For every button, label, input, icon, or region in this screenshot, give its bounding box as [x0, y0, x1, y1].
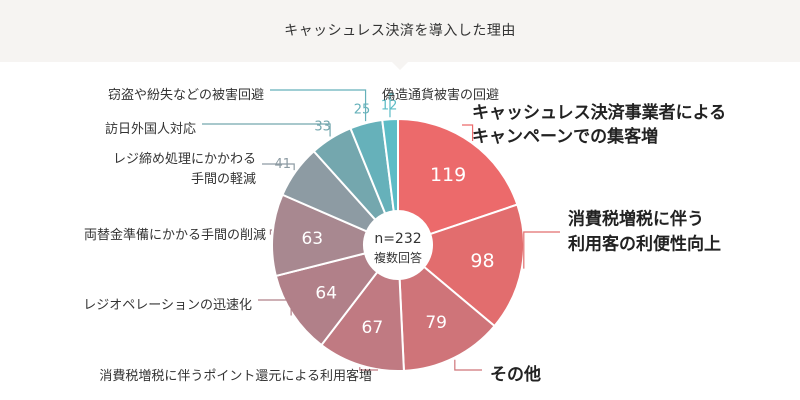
header-notch — [392, 62, 408, 70]
slice-label-8: 訪日外国人対応 — [105, 121, 196, 137]
leader-line-9 — [270, 89, 367, 122]
leader-lines — [202, 89, 560, 371]
slice-label-10: 偽造通貨被害の回避 — [382, 87, 499, 103]
value-label-8: 33 — [314, 120, 331, 135]
center-subtitle: 複数回答 — [374, 250, 422, 265]
pie-slice-10 — [381, 117, 399, 213]
value-label-3: 79 — [425, 313, 447, 333]
value-label-9: 25 — [354, 103, 371, 118]
slice-label-7: レジ締め処理にかかわる手間の軽減 — [113, 151, 256, 187]
value-label-1: 119 — [430, 164, 466, 186]
chart-title: キャッシュレス決済を導入した理由 — [284, 23, 516, 39]
pie-slice-4 — [320, 270, 405, 372]
leader-line-10 — [389, 93, 394, 118]
slice-label-3: その他 — [490, 364, 541, 385]
leader-line-6 — [269, 229, 272, 235]
leader-line-8 — [202, 123, 331, 137]
slice-labels: キャッシュレス決済事業者によるキャンペーンでの集客増消費税増税に伴う利用客の利便… — [83, 87, 726, 385]
value-label-2: 98 — [470, 250, 494, 272]
slice-label-5: レジオペレーションの迅速化 — [83, 298, 252, 313]
center-sample-size: n=232 — [374, 231, 421, 247]
value-label-10: 12 — [381, 98, 398, 113]
donut-slices — [271, 117, 525, 372]
leader-line-5 — [258, 299, 292, 316]
leader-line-4 — [359, 367, 378, 371]
slice-label-2: 消費税増税に伴う利用客の利便性向上 — [568, 209, 721, 255]
slice-label-6: 両替金準備にかかる手間の削減 — [84, 227, 266, 243]
slice-label-9: 窃盗や紛失などの被害回避 — [108, 87, 264, 103]
leader-line-7 — [262, 163, 295, 171]
value-label-6: 63 — [301, 229, 323, 249]
slice-label-4: 消費税増税に伴うポイント還元による利用客増 — [99, 368, 372, 384]
pie-slice-3 — [398, 265, 496, 372]
value-label-5: 64 — [315, 283, 337, 303]
value-labels: 119 98 79 67 64 63 41 33 25 12 — [275, 98, 495, 338]
slice-label-1: キャッシュレス決済事業者によるキャンペーンでの集客増 — [472, 102, 726, 147]
pie-slice-5 — [274, 252, 379, 347]
leader-line-1 — [462, 124, 474, 141]
pie-slice-1 — [397, 117, 519, 236]
leader-line-2 — [523, 231, 560, 269]
value-label-4: 67 — [362, 318, 384, 338]
leader-line-3 — [454, 359, 482, 371]
value-label-7: 41 — [275, 157, 292, 172]
header-banner: キャッシュレス決済を導入した理由 — [0, 0, 800, 62]
